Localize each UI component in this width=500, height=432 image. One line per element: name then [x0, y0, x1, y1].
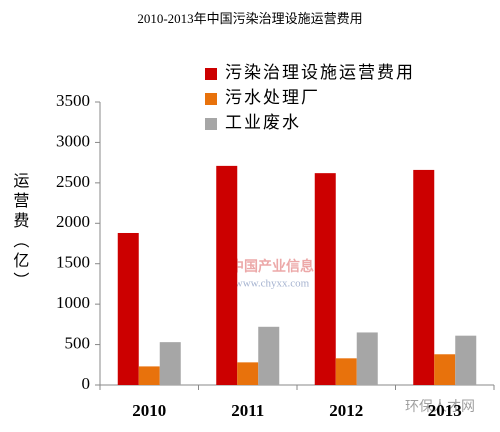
- y-tick-label: 3000: [56, 131, 90, 150]
- legend-label: 工业废水: [225, 113, 301, 132]
- legend-swatch: [205, 93, 217, 105]
- watermark: 中国产业信息: [230, 258, 314, 275]
- y-tick-label: 3500: [56, 91, 90, 110]
- y-axis-label: 运营费（亿）: [10, 172, 29, 292]
- legend-swatch: [205, 118, 217, 130]
- bar: [159, 342, 181, 385]
- bar: [314, 173, 336, 385]
- bar: [455, 335, 477, 385]
- y-tick-label: 1500: [56, 253, 90, 272]
- bar: [138, 366, 160, 385]
- x-tick-label: 2010: [132, 401, 166, 420]
- bar: [237, 362, 259, 385]
- y-tick-label: 2000: [56, 212, 90, 231]
- legend-label: 污水处理厂: [225, 88, 320, 107]
- bar: [216, 165, 238, 385]
- legend-swatch: [205, 68, 217, 80]
- bar: [434, 354, 456, 385]
- y-tick-label: 500: [65, 333, 91, 352]
- y-tick-label: 0: [82, 374, 91, 393]
- watermark: www.chyxx.com: [235, 278, 310, 290]
- bar: [356, 332, 378, 385]
- x-tick-label: 2012: [329, 401, 363, 420]
- x-tick-label: 2011: [231, 401, 264, 420]
- bar: [335, 358, 357, 385]
- legend-label: 污染治理设施运营费用: [225, 63, 415, 82]
- bar: [413, 169, 435, 385]
- x-tick-label: 2013: [428, 401, 462, 420]
- watermark: 环保人才网: [405, 399, 475, 415]
- y-tick-label: 2500: [56, 172, 90, 191]
- bar: [258, 326, 280, 385]
- bar: [117, 232, 139, 385]
- chart-title: 2010-2013年中国污染治理设施运营费用: [137, 11, 362, 26]
- y-tick-label: 1000: [56, 293, 90, 312]
